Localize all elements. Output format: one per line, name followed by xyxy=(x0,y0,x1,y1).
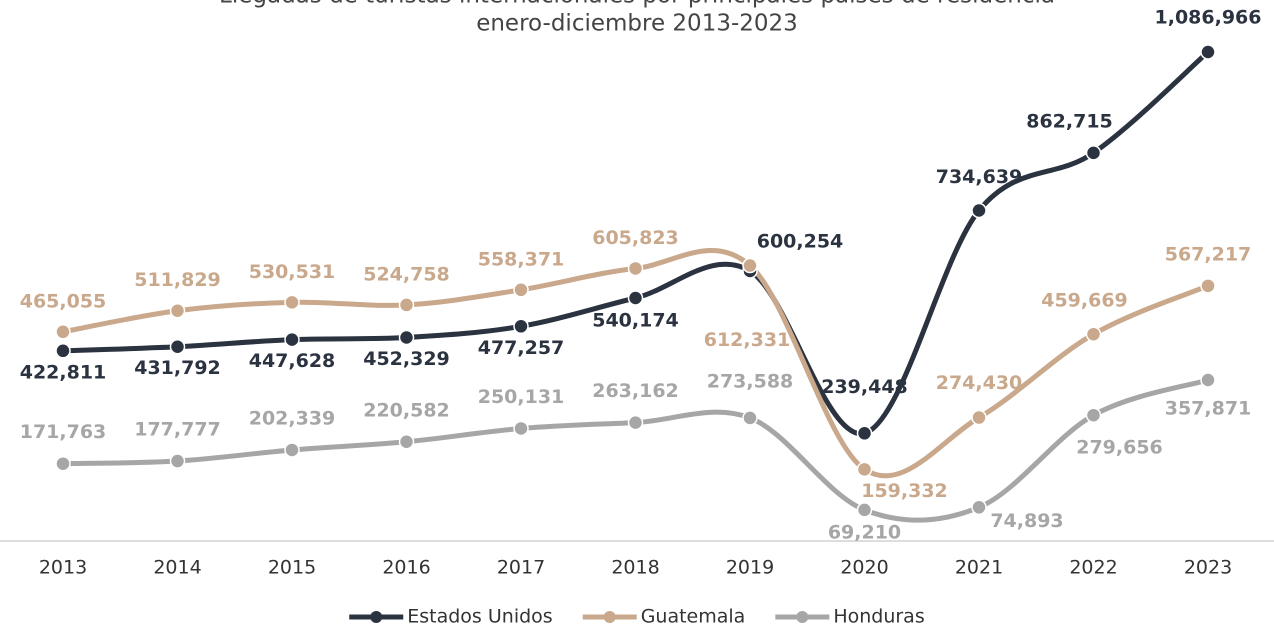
data-point xyxy=(285,333,299,347)
legend-marker xyxy=(604,611,616,623)
data-point xyxy=(1087,327,1101,341)
data-point xyxy=(972,500,986,514)
data-point xyxy=(858,462,872,476)
data-label: 250,131 xyxy=(478,386,565,408)
data-label: 524,758 xyxy=(363,263,450,285)
x-tick-label: 2017 xyxy=(497,557,545,579)
data-label: 605,823 xyxy=(592,227,679,249)
x-tick-label: 2018 xyxy=(611,557,659,579)
data-point xyxy=(743,411,757,425)
data-point xyxy=(858,503,872,517)
x-tick-label: 2015 xyxy=(268,557,316,579)
data-point xyxy=(1201,373,1215,387)
data-point xyxy=(171,454,185,468)
data-label: 239,448 xyxy=(821,376,908,398)
data-point xyxy=(972,411,986,425)
data-point xyxy=(400,331,414,345)
data-point xyxy=(56,457,70,471)
data-label: 612,331 xyxy=(704,329,791,351)
data-point xyxy=(285,295,299,309)
data-label: 202,339 xyxy=(249,407,336,429)
data-label: 274,430 xyxy=(936,372,1023,394)
data-label: 159,332 xyxy=(861,480,948,502)
x-tick-label: 2014 xyxy=(153,557,201,579)
data-label: 511,829 xyxy=(134,269,221,291)
data-point xyxy=(1201,45,1215,59)
x-tick-label: 2021 xyxy=(955,557,1003,579)
x-tick-label: 2016 xyxy=(382,557,430,579)
x-tick-label: 2019 xyxy=(726,557,774,579)
data-label: 600,254 xyxy=(757,230,844,252)
legend-marker xyxy=(796,611,808,623)
x-tick-label: 2013 xyxy=(39,557,87,579)
data-point xyxy=(514,319,528,333)
data-point xyxy=(514,421,528,435)
x-tick-label: 2022 xyxy=(1069,557,1117,579)
data-point xyxy=(1201,279,1215,293)
legend-label: Estados Unidos xyxy=(407,606,552,628)
data-label: 734,639 xyxy=(936,166,1023,188)
data-point xyxy=(56,344,70,358)
data-point xyxy=(514,283,528,297)
legend-label: Guatemala xyxy=(641,606,746,628)
data-label: 540,174 xyxy=(592,309,679,331)
data-point xyxy=(743,259,757,273)
data-point xyxy=(1087,146,1101,160)
series-line xyxy=(63,251,1208,476)
data-point xyxy=(1087,408,1101,422)
data-point xyxy=(629,291,643,305)
data-point xyxy=(629,261,643,275)
chart-title: Llegadas de turistas internacionales por… xyxy=(219,0,1055,9)
data-point xyxy=(858,426,872,440)
data-label: 459,669 xyxy=(1041,290,1128,312)
data-label: 177,777 xyxy=(134,419,221,441)
data-label: 567,217 xyxy=(1165,243,1252,265)
chart: Llegadas de turistas internacionales por… xyxy=(0,0,1274,628)
data-point xyxy=(171,304,185,318)
data-label: 431,792 xyxy=(134,357,221,379)
data-label: 74,893 xyxy=(990,510,1063,532)
data-label: 452,329 xyxy=(363,348,450,370)
data-point xyxy=(972,204,986,218)
data-point xyxy=(285,443,299,457)
data-label: 1,086,966 xyxy=(1155,7,1262,29)
data-label: 69,210 xyxy=(828,521,901,543)
data-label: 273,588 xyxy=(707,370,794,392)
legend-marker xyxy=(370,611,382,623)
data-label: 422,811 xyxy=(20,361,107,383)
x-tick-label: 2023 xyxy=(1184,557,1232,579)
data-label: 220,582 xyxy=(363,399,450,421)
x-tick-label: 2020 xyxy=(840,557,888,579)
data-point xyxy=(400,435,414,449)
data-label: 357,871 xyxy=(1165,398,1252,420)
data-point xyxy=(56,325,70,339)
legend-label: Honduras xyxy=(833,606,924,628)
data-point xyxy=(400,298,414,312)
data-label: 862,715 xyxy=(1026,110,1113,132)
data-label: 263,162 xyxy=(592,380,679,402)
data-label: 530,531 xyxy=(249,261,336,283)
data-label: 447,628 xyxy=(249,350,336,372)
chart-subtitle: enero-diciembre 2013-2023 xyxy=(476,11,798,37)
data-point xyxy=(171,340,185,354)
data-label: 171,763 xyxy=(20,421,107,443)
data-label: 477,257 xyxy=(478,337,565,359)
data-label: 558,371 xyxy=(478,248,565,270)
data-label: 465,055 xyxy=(20,290,107,312)
data-label: 279,656 xyxy=(1076,437,1163,459)
data-point xyxy=(629,416,643,430)
